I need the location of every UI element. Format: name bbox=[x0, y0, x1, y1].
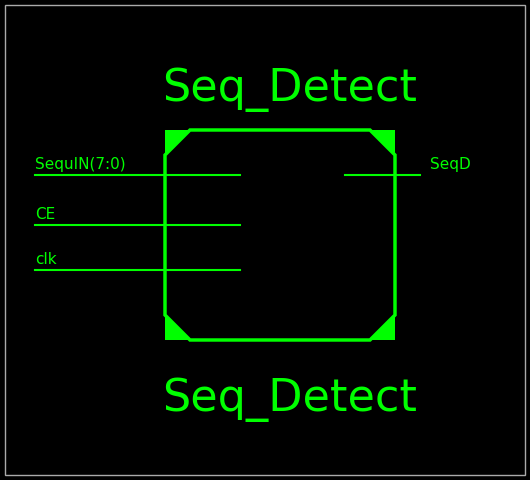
Text: CE: CE bbox=[35, 207, 55, 222]
Text: Seq_Detect: Seq_Detect bbox=[163, 68, 418, 112]
Polygon shape bbox=[165, 130, 190, 155]
Polygon shape bbox=[370, 130, 395, 155]
Text: SequIN(7:0): SequIN(7:0) bbox=[35, 157, 126, 172]
Text: Seq_Detect: Seq_Detect bbox=[163, 378, 418, 422]
Text: clk: clk bbox=[35, 252, 57, 267]
Polygon shape bbox=[165, 315, 190, 340]
Text: SeqD: SeqD bbox=[430, 157, 471, 172]
Polygon shape bbox=[370, 315, 395, 340]
